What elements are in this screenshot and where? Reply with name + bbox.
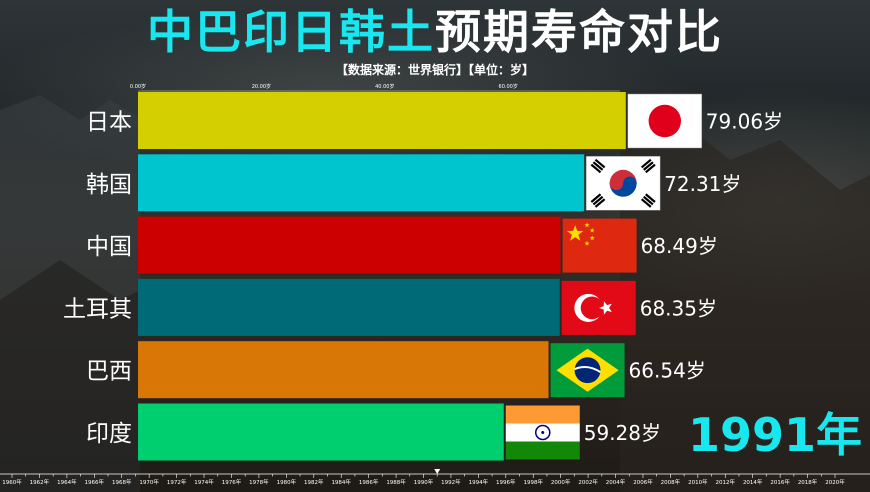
timeline-year-label: 2012年 — [716, 478, 736, 486]
timeline-year-label: 2010年 — [688, 478, 708, 486]
bar-0 — [138, 92, 626, 149]
timeline-year-label: 1978年 — [249, 478, 269, 486]
top-axis-tick-label: 20.00岁 — [252, 83, 271, 90]
brazil-flag — [550, 343, 625, 398]
timeline-year-label: 1982年 — [304, 478, 324, 486]
value-label: 59.28岁 — [584, 421, 661, 445]
timeline-year-label: 1986年 — [359, 478, 379, 486]
china-flag — [562, 218, 637, 273]
timeline-year-label: 1962年 — [30, 478, 50, 486]
timeline-year-label: 2018年 — [798, 478, 818, 486]
timeline-year-label: 2020年 — [825, 478, 845, 486]
timeline-year-label: 1964年 — [57, 478, 77, 486]
timeline-year-label: 1988年 — [386, 478, 406, 486]
value-label: 79.06岁 — [706, 110, 783, 134]
timeline-year-label: 2004年 — [606, 478, 626, 486]
category-label: 日本 — [86, 110, 132, 136]
top-axis-tick-label: 0.00岁 — [130, 83, 146, 90]
timeline-year-label: 1970年 — [139, 478, 159, 486]
timeline-year-label: 1994年 — [469, 478, 489, 486]
chart-title: 中巴印日韩土预期寿命对比 — [0, 2, 870, 62]
value-label: 68.49岁 — [641, 234, 718, 258]
title-countries: 中巴印日韩土 — [147, 5, 435, 59]
timeline-year-label: 1980年 — [277, 478, 297, 486]
timeline-year-label: 2000年 — [551, 478, 571, 486]
timeline-year-label: 2006年 — [633, 478, 653, 486]
category-label: 巴西 — [86, 359, 132, 385]
timeline-year-label: 1968年 — [112, 478, 132, 486]
top-axis-tick-label: 40.00岁 — [375, 83, 394, 90]
category-label: 印度 — [86, 421, 132, 447]
timeline-year-label: 1976年 — [222, 478, 242, 486]
south-korea-flag — [585, 156, 661, 211]
timeline-year-label: 2014年 — [743, 478, 763, 486]
category-label: 土耳其 — [63, 296, 132, 322]
top-axis-tick-label: 60.00岁 — [499, 83, 518, 90]
timeline-current-marker — [434, 469, 441, 474]
timeline-year-label: 1972年 — [167, 478, 187, 486]
title-topic: 预期寿命对比 — [435, 5, 723, 59]
value-label: 68.35岁 — [640, 296, 717, 320]
timeline-year-label: 1998年 — [523, 478, 543, 486]
current-year-label: 1991年 — [687, 408, 862, 462]
bar-1 — [138, 154, 585, 212]
timeline-year-label: 1990年 — [414, 478, 434, 486]
category-label: 韩国 — [86, 172, 132, 198]
timeline-year-label: 1966年 — [85, 478, 105, 486]
timeline-year-label: 2008年 — [661, 478, 681, 486]
turkey-flag — [561, 280, 636, 335]
bar-3 — [138, 278, 560, 336]
timeline-year-label: 2016年 — [770, 478, 790, 486]
chart-subtitle: 【数据来源：世界银行】【单位：岁】 — [335, 63, 534, 77]
timeline-year-label: 2002年 — [578, 478, 598, 486]
category-label: 中国 — [86, 234, 132, 260]
value-label: 66.54岁 — [629, 359, 706, 383]
value-label: 72.31岁 — [664, 172, 741, 196]
india-flag — [505, 405, 580, 460]
bar-4 — [138, 341, 549, 399]
timeline-year-label: 1992年 — [441, 478, 461, 486]
bar-2 — [138, 216, 561, 274]
timeline-year-label: 1984年 — [331, 478, 351, 486]
japan-flag — [627, 93, 703, 149]
bar-5 — [138, 403, 504, 461]
timeline-year-label: 1974年 — [194, 478, 214, 486]
timeline-year-label: 1996年 — [496, 478, 516, 486]
timeline-year-label: 1960年 — [2, 478, 22, 486]
